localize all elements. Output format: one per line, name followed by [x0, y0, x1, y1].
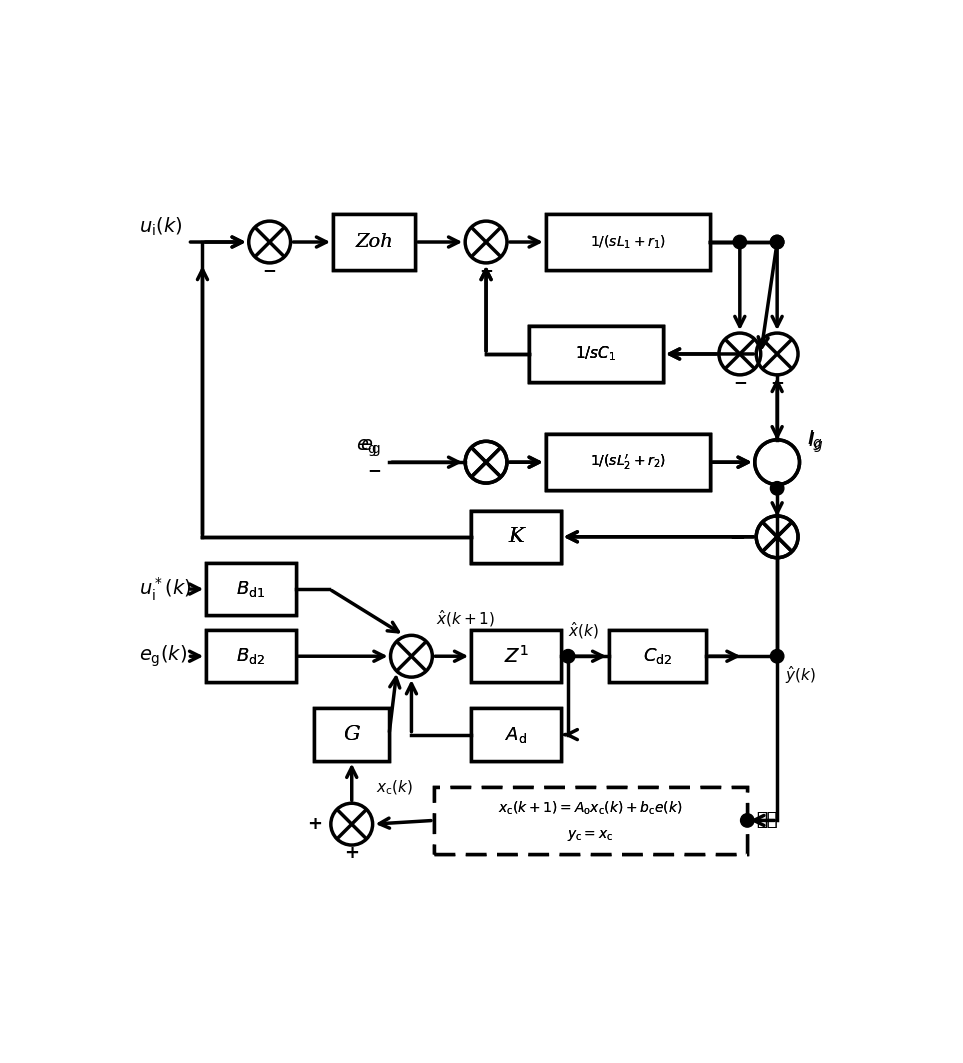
Text: −: − — [729, 528, 742, 545]
FancyBboxPatch shape — [546, 214, 710, 270]
Text: $1/(sL_2'+r_2)$: $1/(sL_2'+r_2)$ — [590, 453, 665, 472]
Text: $1/(sL_1+r_1)$: $1/(sL_1+r_1)$ — [590, 233, 665, 251]
Text: $\hat{y}(k)$: $\hat{y}(k)$ — [785, 663, 816, 686]
Text: $u_\mathrm{i}(k)$: $u_\mathrm{i}(k)$ — [139, 216, 183, 238]
FancyBboxPatch shape — [333, 214, 415, 270]
Text: G: G — [344, 725, 360, 744]
Text: 内模: 内模 — [756, 811, 778, 829]
FancyBboxPatch shape — [206, 630, 296, 682]
Text: $A_\mathrm{d}$: $A_\mathrm{d}$ — [505, 725, 527, 744]
Text: $1/sC_1$: $1/sC_1$ — [575, 344, 616, 364]
FancyBboxPatch shape — [333, 214, 415, 270]
Text: −: − — [731, 528, 745, 545]
FancyBboxPatch shape — [471, 708, 560, 761]
Text: $1/(sL_2'+r_2)$: $1/(sL_2'+r_2)$ — [590, 453, 665, 472]
Circle shape — [741, 813, 754, 827]
FancyBboxPatch shape — [529, 326, 663, 382]
Circle shape — [770, 235, 784, 249]
Text: −: − — [480, 261, 493, 280]
Text: 内模: 内模 — [756, 811, 778, 829]
Text: $\hat{x}(k+1)$: $\hat{x}(k+1)$ — [436, 608, 495, 629]
Text: $x_\mathrm{c}(k+1)=A_\mathrm{o}x_\mathrm{c}(k)+b_\mathrm{c}e(k)$: $x_\mathrm{c}(k+1)=A_\mathrm{o}x_\mathrm… — [498, 799, 683, 817]
Text: $u_\mathrm{i}^*(k)$: $u_\mathrm{i}^*(k)$ — [139, 575, 192, 603]
FancyBboxPatch shape — [434, 787, 747, 854]
FancyBboxPatch shape — [546, 434, 710, 490]
Text: −: − — [368, 460, 381, 478]
Text: G: G — [344, 725, 360, 744]
FancyBboxPatch shape — [315, 708, 389, 761]
FancyBboxPatch shape — [610, 630, 706, 682]
FancyBboxPatch shape — [206, 563, 296, 615]
Text: $y_\mathrm{c}=x_\mathrm{c}$: $y_\mathrm{c}=x_\mathrm{c}$ — [567, 828, 613, 843]
Text: $B_\mathrm{d1}$: $B_\mathrm{d1}$ — [236, 579, 266, 600]
Text: $Z^1$: $Z^1$ — [504, 645, 528, 668]
Circle shape — [561, 649, 575, 663]
Text: $I_g$: $I_g$ — [807, 428, 822, 453]
Text: −: − — [440, 453, 454, 471]
FancyBboxPatch shape — [546, 214, 710, 270]
Text: −: − — [770, 373, 784, 391]
Text: $e_\mathrm{g}$: $e_\mathrm{g}$ — [356, 438, 377, 459]
Text: $C_\mathrm{d2}$: $C_\mathrm{d2}$ — [643, 646, 672, 667]
Text: $1/(sL_1+r_1)$: $1/(sL_1+r_1)$ — [590, 233, 665, 251]
FancyBboxPatch shape — [546, 434, 710, 490]
Text: $A_\mathrm{d}$: $A_\mathrm{d}$ — [505, 725, 527, 744]
Text: $x_\mathrm{c}(k)$: $x_\mathrm{c}(k)$ — [377, 779, 413, 797]
Circle shape — [733, 235, 746, 249]
Text: $e_\mathrm{g}$: $e_\mathrm{g}$ — [360, 438, 381, 459]
Text: +: + — [307, 815, 322, 833]
FancyBboxPatch shape — [529, 326, 663, 382]
Text: $Z^1$: $Z^1$ — [504, 645, 528, 668]
Circle shape — [770, 235, 784, 249]
FancyBboxPatch shape — [206, 563, 296, 615]
Text: $B_\mathrm{d2}$: $B_\mathrm{d2}$ — [237, 646, 266, 667]
Text: $B_\mathrm{d1}$: $B_\mathrm{d1}$ — [236, 579, 266, 600]
Text: −: − — [263, 261, 276, 280]
FancyBboxPatch shape — [546, 434, 710, 490]
Text: K: K — [508, 527, 524, 546]
FancyBboxPatch shape — [471, 510, 560, 563]
FancyBboxPatch shape — [471, 630, 560, 682]
FancyBboxPatch shape — [471, 708, 560, 761]
Text: $y_\mathrm{c}=x_\mathrm{c}$: $y_\mathrm{c}=x_\mathrm{c}$ — [567, 828, 613, 843]
Text: K: K — [508, 527, 524, 546]
Text: K: K — [508, 527, 524, 546]
Text: Zoh: Zoh — [355, 233, 393, 251]
FancyBboxPatch shape — [315, 708, 389, 761]
FancyBboxPatch shape — [434, 787, 747, 854]
Text: +: + — [344, 844, 359, 861]
FancyBboxPatch shape — [471, 510, 560, 563]
FancyBboxPatch shape — [529, 326, 663, 382]
FancyBboxPatch shape — [206, 630, 296, 682]
FancyBboxPatch shape — [471, 630, 560, 682]
Circle shape — [770, 649, 784, 663]
Text: $B_\mathrm{d2}$: $B_\mathrm{d2}$ — [237, 646, 266, 667]
Text: $x_\mathrm{c}(k+1)=A_\mathrm{o}x_\mathrm{c}(k)+b_\mathrm{c}e(k)$: $x_\mathrm{c}(k+1)=A_\mathrm{o}x_\mathrm… — [498, 799, 683, 817]
FancyBboxPatch shape — [471, 510, 560, 563]
Text: $1/(sL_2'+r_2)$: $1/(sL_2'+r_2)$ — [590, 453, 665, 472]
Text: $I_g$: $I_g$ — [809, 431, 824, 455]
Text: Zoh: Zoh — [355, 233, 393, 251]
Text: $e_\mathrm{g}(k)$: $e_\mathrm{g}(k)$ — [139, 643, 187, 669]
Text: $\hat{x}(k)$: $\hat{x}(k)$ — [568, 621, 599, 641]
Text: $1/sC_1$: $1/sC_1$ — [575, 344, 616, 364]
Circle shape — [770, 482, 784, 495]
Text: $1/sC_1$: $1/sC_1$ — [575, 344, 616, 364]
FancyBboxPatch shape — [610, 630, 706, 682]
Text: −: − — [733, 373, 746, 391]
Text: $C_\mathrm{d2}$: $C_\mathrm{d2}$ — [643, 646, 672, 667]
